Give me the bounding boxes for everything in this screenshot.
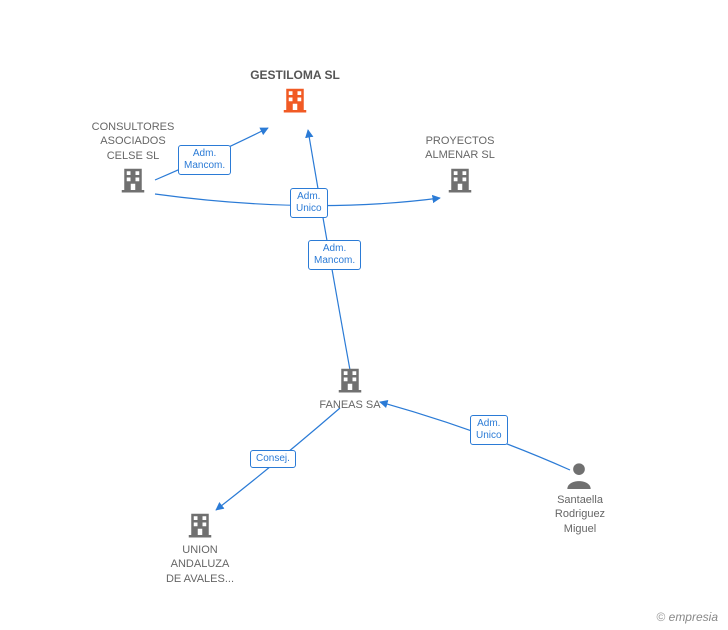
node-santaella-icon[interactable] — [565, 460, 593, 495]
brand-name: empresia — [669, 610, 718, 624]
node-union-label: UNION ANDALUZA DE AVALES... — [130, 543, 270, 586]
node-consultores-icon[interactable] — [118, 165, 148, 200]
copyright-symbol: © — [656, 610, 665, 624]
node-union-icon[interactable] — [185, 510, 215, 545]
node-faneas-icon[interactable] — [335, 365, 365, 400]
node-proyectos-label: PROYECTOS ALMENAR SL — [390, 134, 530, 163]
edge-label-consultores-gestiloma: Adm. Mancom. — [178, 145, 231, 175]
edge-label-faneas-gestiloma: Adm. Mancom. — [308, 240, 361, 270]
footer-attribution: © empresia — [656, 610, 718, 624]
edge-label-faneas-union: Consej. — [250, 450, 296, 468]
edge-label-consultores-proyectos: Adm. Unico — [290, 188, 328, 218]
node-santaella-label: Santaella Rodriguez Miguel — [510, 493, 650, 536]
edge-label-santaella-faneas: Adm. Unico — [470, 415, 508, 445]
node-faneas-label: FANEAS SA — [280, 398, 420, 412]
node-gestiloma-icon[interactable] — [280, 85, 310, 120]
node-proyectos-icon[interactable] — [445, 165, 475, 200]
node-gestiloma-label: GESTILOMA SL — [225, 68, 365, 84]
